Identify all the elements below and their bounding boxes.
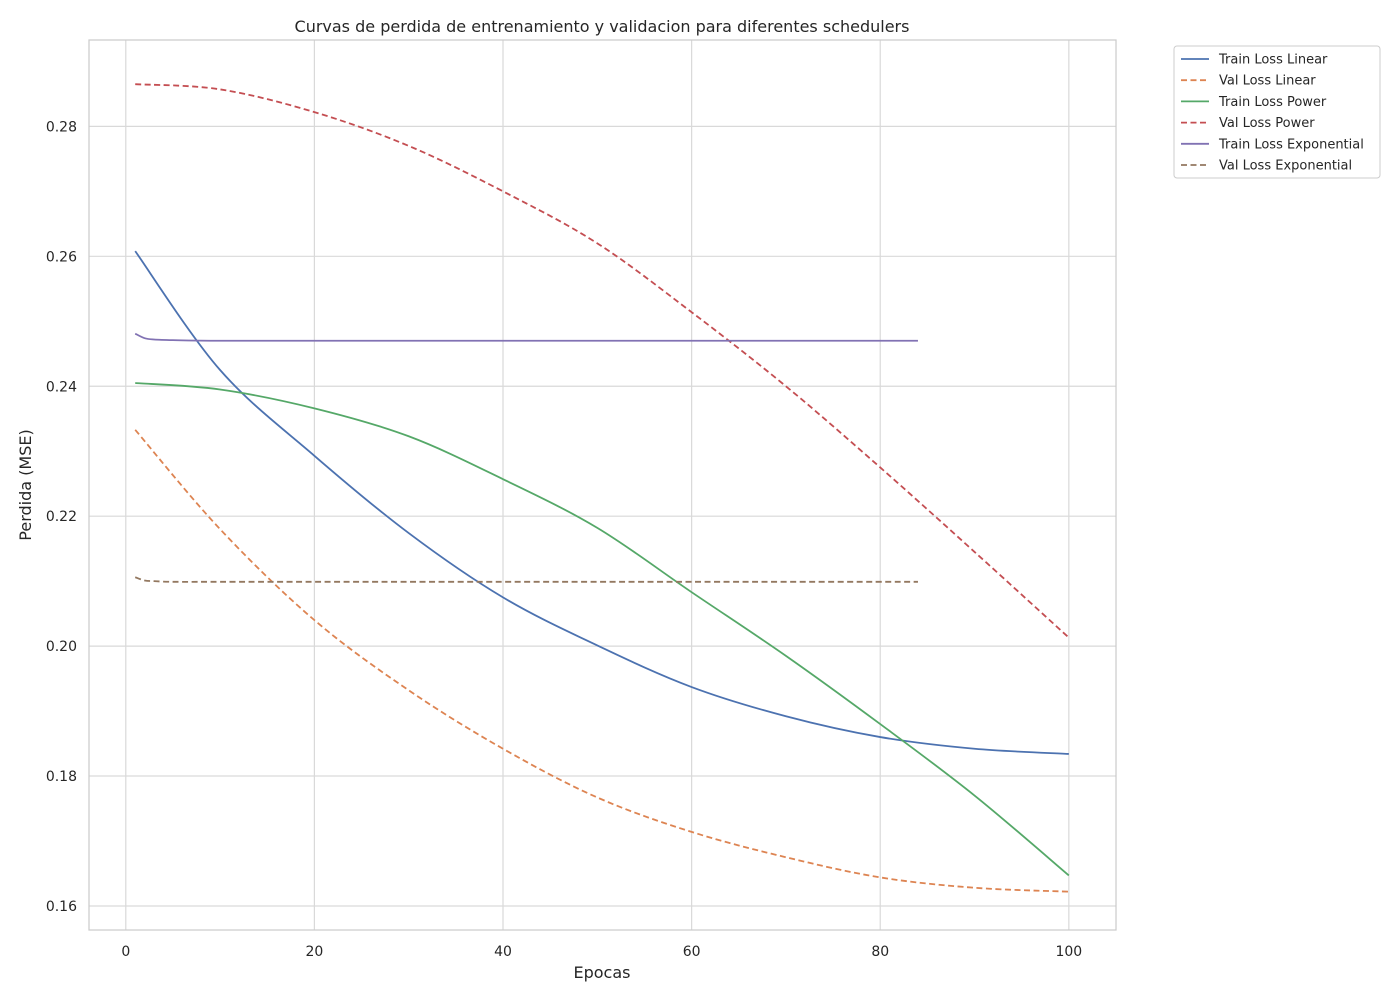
x-tick-label: 60	[683, 944, 701, 960]
series-line-val-loss-exponential	[134, 576, 918, 583]
x-tick-labels: 0 20 40 60 80 100	[121, 944, 1082, 960]
y-tick-labels: 0.16 0.18 0.20 0.22 0.24 0.26 0.28	[46, 119, 77, 915]
legend-box	[1173, 45, 1381, 179]
legend-label-val-loss-power: Val Loss Power	[1219, 116, 1315, 131]
series-line-train-loss-linear	[134, 250, 1069, 755]
chart-title: Curvas de perdida de entrenamiento y val…	[295, 17, 910, 36]
y-axis-title: Perdida (MSE)	[16, 429, 35, 540]
series-line-val-loss-linear	[134, 429, 1069, 893]
y-tick-label: 0.22	[46, 509, 77, 525]
x-tick-label: 100	[1055, 944, 1082, 960]
x-tick-label: 80	[871, 944, 889, 960]
y-tick-label: 0.26	[46, 249, 77, 265]
series-line-train-loss-power	[135, 382, 1070, 877]
y-tick-label: 0.24	[46, 379, 77, 395]
series-lines	[134, 83, 1070, 893]
legend-label-train-loss-power: Train Loss Power	[1218, 95, 1327, 110]
y-tick-label: 0.16	[46, 899, 77, 915]
series-line-val-loss-power	[135, 83, 1070, 639]
x-axis-title: Epocas	[574, 963, 631, 982]
legend: Train Loss Linear Val Loss Linear Train Lo…	[1173, 45, 1381, 179]
legend-label-val-loss-exponential: Val Loss Exponential	[1219, 159, 1352, 174]
x-tick-label: 40	[494, 944, 512, 960]
legend-label-train-loss-exponential: Train Loss Exponential	[1218, 137, 1364, 152]
series-line-train-loss-exponential	[134, 332, 918, 342]
y-tick-label: 0.20	[46, 639, 77, 655]
grid	[89, 40, 1116, 930]
y-tick-label: 0.18	[46, 769, 77, 785]
legend-label-val-loss-linear: Val Loss Linear	[1219, 74, 1316, 89]
y-tick-label: 0.28	[46, 119, 77, 135]
legend-label-train-loss-linear: Train Loss Linear	[1218, 53, 1328, 68]
x-tick-label: 0	[121, 944, 130, 960]
x-tick-label: 20	[305, 944, 323, 960]
plot-frame	[88, 39, 1117, 931]
